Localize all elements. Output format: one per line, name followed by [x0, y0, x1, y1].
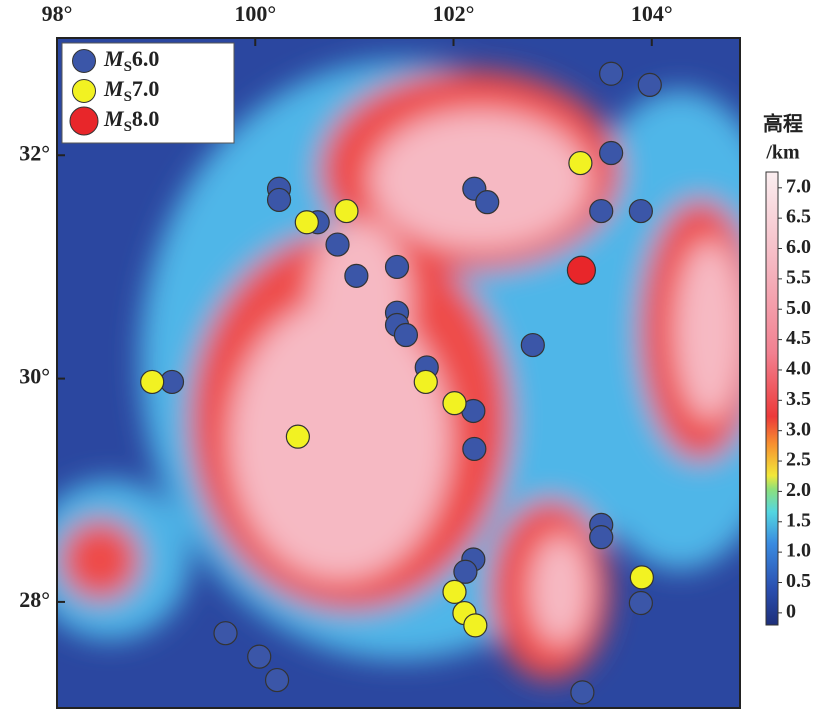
y-tick-label: 30°: [19, 364, 50, 389]
epicenter: [294, 210, 319, 235]
epicenter: [629, 565, 654, 590]
colorbar-tick-label: 3.5: [786, 388, 811, 410]
x-tick-label: 104°: [631, 1, 673, 26]
colorbar-tick-label: 5.0: [786, 297, 811, 319]
colorbar-tick-label: 2.0: [786, 479, 811, 501]
colorbar-scale: [765, 171, 779, 626]
legend-magnitude: 8.0: [132, 106, 160, 131]
map-frame: [56, 37, 741, 709]
epicenter: [442, 579, 467, 604]
epicenter: [344, 263, 369, 288]
colorbar-tick-label: 0: [786, 600, 796, 622]
legend-magnitude: 7.0: [132, 76, 160, 101]
epicenter: [599, 61, 624, 86]
epicenter: [325, 232, 350, 257]
epicenter: [247, 644, 272, 669]
legend-marker: [72, 49, 96, 73]
epicenter: [628, 198, 653, 224]
colorbar-tick-label: 4.0: [786, 358, 811, 380]
legend-marker: [72, 79, 96, 103]
epicenter: [442, 391, 467, 416]
epicenter: [384, 254, 410, 280]
y-tick-label: 28°: [19, 587, 50, 612]
legend-subscript: S: [124, 59, 132, 75]
epicenter: [462, 436, 487, 462]
legend-symbol: M: [103, 106, 125, 131]
epicenter: [264, 667, 290, 693]
epicenter: [599, 140, 624, 166]
epicenter: [628, 590, 653, 616]
epicenter: [213, 621, 238, 646]
legend-symbol: M: [103, 76, 125, 101]
colorbar-title: 高程: [763, 112, 803, 136]
epicenter: [520, 332, 545, 358]
legend-marker: [69, 106, 99, 136]
legend-magnitude: 6.0: [132, 46, 160, 71]
colorbar-tick-label: 0.5: [786, 570, 811, 592]
colorbar-tick-label: 3.0: [786, 418, 811, 440]
legend-symbol: M: [103, 46, 125, 71]
y-tick-label: 32°: [19, 140, 50, 165]
epicenter: [566, 255, 596, 285]
epicenter: [589, 525, 614, 550]
epicenter: [463, 613, 488, 638]
epicenter: [334, 198, 359, 224]
colorbar-unit: /km: [765, 142, 800, 164]
colorbar-tick-label: 7.0: [786, 175, 811, 197]
epicenter: [568, 150, 593, 176]
legend-subscript: S: [124, 119, 132, 135]
colorbar-tick-label: 5.5: [786, 266, 811, 288]
colorbar-tick-label: 1.5: [786, 509, 811, 531]
x-tick-label: 98°: [42, 1, 73, 26]
colorbar-tick-label: 2.5: [786, 449, 811, 471]
epicenter: [589, 198, 614, 224]
epicenter: [413, 369, 438, 395]
epicenter: [637, 72, 662, 98]
epicenter: [285, 424, 310, 449]
colorbar-tick-label: 4.5: [786, 327, 811, 349]
legend-subscript: S: [124, 89, 132, 105]
legend-label: MS8.0: [103, 106, 159, 135]
legend-label: MS6.0: [103, 46, 159, 75]
epicenter: [570, 680, 595, 705]
x-tick-label: 100°: [234, 1, 276, 26]
colorbar-tick-label: 6.5: [786, 206, 811, 228]
epicenter: [266, 187, 292, 213]
epicenter: [453, 559, 478, 584]
epicenter: [475, 190, 500, 215]
colorbar: 高程 /km 0 0.5 1.0 1.5 2.0 2.5 3.0 3.5 4.0 4.5 5.0 5.…: [763, 112, 811, 626]
colorbar-tick-label: 6.0: [786, 236, 811, 258]
colorbar-tick-label: 1.0: [786, 540, 811, 562]
x-tick-label: 102°: [433, 1, 475, 26]
epicenter: [140, 369, 165, 395]
legend-label: MS7.0: [103, 76, 159, 105]
epicenter: [393, 322, 419, 348]
